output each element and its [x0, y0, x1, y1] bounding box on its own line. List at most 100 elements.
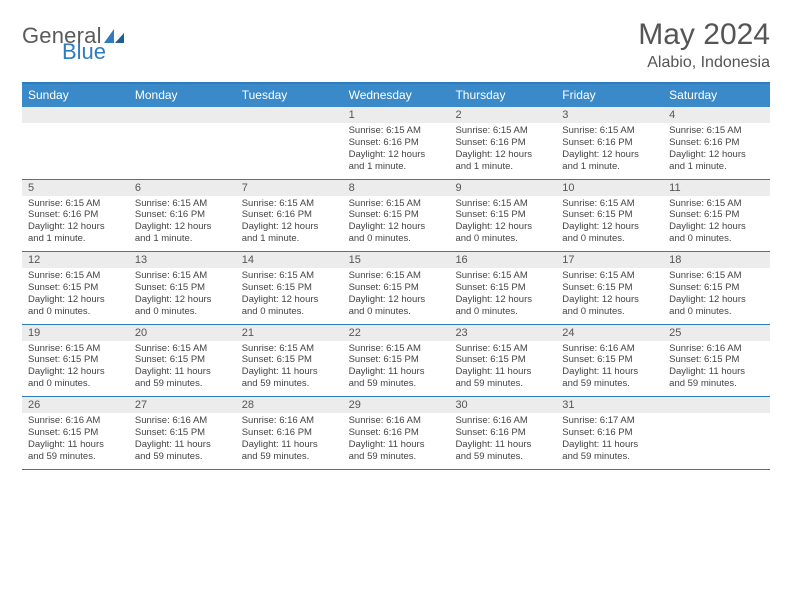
- day-body: Sunrise: 6:15 AMSunset: 6:15 PMDaylight:…: [663, 196, 770, 252]
- day-line: and 59 minutes.: [562, 451, 659, 463]
- day-body: Sunrise: 6:15 AMSunset: 6:15 PMDaylight:…: [236, 341, 343, 397]
- day-line: Daylight: 11 hours: [562, 366, 659, 378]
- day-number: 5: [22, 180, 129, 196]
- day-number: 27: [129, 397, 236, 413]
- day-line: Sunrise: 6:15 AM: [349, 125, 446, 137]
- day-line: Daylight: 12 hours: [455, 294, 552, 306]
- day-number: 29: [343, 397, 450, 413]
- day-line: Daylight: 11 hours: [455, 439, 552, 451]
- day-line: Sunrise: 6:17 AM: [562, 415, 659, 427]
- day-line: Sunrise: 6:16 AM: [28, 415, 125, 427]
- day-body: Sunrise: 6:15 AMSunset: 6:16 PMDaylight:…: [556, 123, 663, 179]
- day-line: Sunset: 6:16 PM: [349, 137, 446, 149]
- day-body: Sunrise: 6:15 AMSunset: 6:15 PMDaylight:…: [449, 196, 556, 252]
- day-cell: 3Sunrise: 6:15 AMSunset: 6:16 PMDaylight…: [556, 107, 663, 179]
- day-line: Sunrise: 6:15 AM: [455, 198, 552, 210]
- dow-thursday: Thursday: [449, 84, 556, 107]
- day-number: 3: [556, 107, 663, 123]
- day-line: Sunrise: 6:15 AM: [669, 270, 766, 282]
- day-cell: 23Sunrise: 6:15 AMSunset: 6:15 PMDayligh…: [449, 325, 556, 397]
- day-line: Sunset: 6:15 PM: [349, 354, 446, 366]
- day-line: Sunset: 6:15 PM: [135, 354, 232, 366]
- day-cell: 6Sunrise: 6:15 AMSunset: 6:16 PMDaylight…: [129, 180, 236, 252]
- day-line: Daylight: 12 hours: [242, 294, 339, 306]
- day-line: Sunrise: 6:15 AM: [455, 270, 552, 282]
- day-line: and 59 minutes.: [455, 378, 552, 390]
- day-number: 24: [556, 325, 663, 341]
- day-number: 11: [663, 180, 770, 196]
- day-line: Sunrise: 6:15 AM: [242, 270, 339, 282]
- day-line: Daylight: 12 hours: [562, 149, 659, 161]
- day-line: Sunset: 6:15 PM: [242, 282, 339, 294]
- day-cell: 12Sunrise: 6:15 AMSunset: 6:15 PMDayligh…: [22, 252, 129, 324]
- day-body: Sunrise: 6:15 AMSunset: 6:15 PMDaylight:…: [556, 268, 663, 324]
- day-body: Sunrise: 6:15 AMSunset: 6:15 PMDaylight:…: [449, 341, 556, 397]
- day-body: Sunrise: 6:15 AMSunset: 6:16 PMDaylight:…: [22, 196, 129, 252]
- day-body: Sunrise: 6:16 AMSunset: 6:16 PMDaylight:…: [343, 413, 450, 469]
- day-number: 2: [449, 107, 556, 123]
- day-body: Sunrise: 6:15 AMSunset: 6:16 PMDaylight:…: [663, 123, 770, 179]
- day-line: Sunset: 6:16 PM: [242, 427, 339, 439]
- day-line: Daylight: 12 hours: [28, 221, 125, 233]
- day-line: and 59 minutes.: [562, 378, 659, 390]
- day-cell: 24 Sunrise: 6:16 AMSunset: 6:15 PMDayligh…: [556, 325, 663, 397]
- day-line: Sunset: 6:15 PM: [28, 354, 125, 366]
- day-line: and 59 minutes.: [242, 378, 339, 390]
- day-cell-empty: [663, 397, 770, 469]
- day-line: Daylight: 12 hours: [562, 294, 659, 306]
- day-number: 6: [129, 180, 236, 196]
- day-line: Sunrise: 6:15 AM: [242, 343, 339, 355]
- day-line: Sunrise: 6:15 AM: [28, 270, 125, 282]
- day-line: Sunset: 6:16 PM: [562, 427, 659, 439]
- day-body: Sunrise: 6:15 AMSunset: 6:15 PMDaylight:…: [129, 341, 236, 397]
- day-number: 16: [449, 252, 556, 268]
- day-line: Daylight: 12 hours: [28, 366, 125, 378]
- day-cell: 2Sunrise: 6:15 AMSunset: 6:16 PMDaylight…: [449, 107, 556, 179]
- day-line: Daylight: 11 hours: [135, 439, 232, 451]
- day-line: and 0 minutes.: [242, 306, 339, 318]
- day-line: Daylight: 11 hours: [562, 439, 659, 451]
- day-line: Daylight: 12 hours: [455, 149, 552, 161]
- day-line: and 59 minutes.: [135, 451, 232, 463]
- day-line: Daylight: 11 hours: [349, 366, 446, 378]
- day-cell: 22Sunrise: 6:15 AMSunset: 6:15 PMDayligh…: [343, 325, 450, 397]
- day-line: and 1 minute.: [669, 161, 766, 173]
- day-cell: 8Sunrise: 6:15 AMSunset: 6:15 PMDaylight…: [343, 180, 450, 252]
- day-line: and 1 minute.: [28, 233, 125, 245]
- day-number: 10: [556, 180, 663, 196]
- day-body: Sunrise: 6:15 AMSunset: 6:16 PMDaylight:…: [236, 196, 343, 252]
- day-line: Sunrise: 6:16 AM: [562, 343, 659, 355]
- day-line: and 0 minutes.: [28, 306, 125, 318]
- day-cell: 10Sunrise: 6:15 AMSunset: 6:15 PMDayligh…: [556, 180, 663, 252]
- logo-text-blue: Blue: [62, 42, 124, 62]
- day-cell: 29Sunrise: 6:16 AMSunset: 6:16 PMDayligh…: [343, 397, 450, 469]
- day-line: Sunrise: 6:15 AM: [349, 270, 446, 282]
- day-body: [236, 123, 343, 177]
- day-line: Sunset: 6:15 PM: [455, 282, 552, 294]
- day-cell-empty: [129, 107, 236, 179]
- day-line: and 59 minutes.: [455, 451, 552, 463]
- day-body: Sunrise: 6:15 AMSunset: 6:15 PMDaylight:…: [663, 268, 770, 324]
- day-line: Sunrise: 6:16 AM: [135, 415, 232, 427]
- day-line: Sunrise: 6:15 AM: [669, 125, 766, 137]
- day-number: 28: [236, 397, 343, 413]
- day-line: and 59 minutes.: [349, 378, 446, 390]
- day-cell: 15Sunrise: 6:15 AMSunset: 6:15 PMDayligh…: [343, 252, 450, 324]
- day-line: and 0 minutes.: [669, 306, 766, 318]
- day-number: [663, 397, 770, 413]
- day-line: Sunset: 6:15 PM: [562, 354, 659, 366]
- day-number: 31: [556, 397, 663, 413]
- day-cell: 9Sunrise: 6:15 AMSunset: 6:15 PMDaylight…: [449, 180, 556, 252]
- day-number: 30: [449, 397, 556, 413]
- weeks-container: 1Sunrise: 6:15 AMSunset: 6:16 PMDaylight…: [22, 107, 770, 470]
- day-body: Sunrise: 6:16 AMSunset: 6:16 PMDaylight:…: [236, 413, 343, 469]
- day-line: and 0 minutes.: [455, 306, 552, 318]
- day-cell: 5Sunrise: 6:15 AMSunset: 6:16 PMDaylight…: [22, 180, 129, 252]
- day-line: and 0 minutes.: [562, 306, 659, 318]
- day-body: [129, 123, 236, 177]
- day-line: Sunrise: 6:15 AM: [349, 343, 446, 355]
- day-line: Sunset: 6:15 PM: [135, 282, 232, 294]
- week-row: 1Sunrise: 6:15 AMSunset: 6:16 PMDaylight…: [22, 107, 770, 180]
- day-cell: 4Sunrise: 6:15 AMSunset: 6:16 PMDaylight…: [663, 107, 770, 179]
- day-line: Sunrise: 6:16 AM: [455, 415, 552, 427]
